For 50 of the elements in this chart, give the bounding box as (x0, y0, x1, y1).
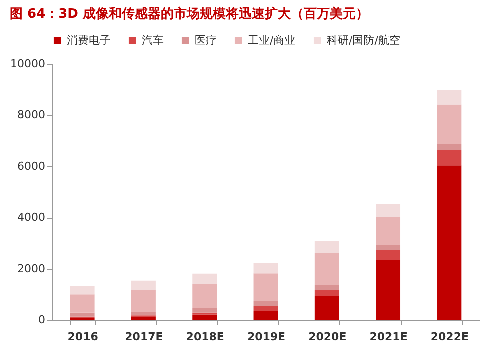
legend-label: 科研/国防/航空 (327, 34, 400, 47)
y-tick-label: 2000 (18, 262, 46, 276)
bar (376, 260, 401, 320)
legend-label: 医疗 (195, 34, 217, 47)
y-tick-label: 10000 (10, 58, 46, 70)
bar (437, 150, 462, 166)
bar (314, 290, 340, 296)
bar (376, 204, 401, 218)
bar (437, 90, 462, 105)
bar (254, 274, 278, 302)
bar (314, 296, 340, 320)
bar (314, 241, 340, 254)
bar (314, 253, 340, 286)
legend-label: 工业/商业 (248, 34, 296, 47)
x-tick-label: 2016 (68, 330, 99, 344)
bar (437, 104, 462, 144)
legend-label: 消费电子 (67, 34, 111, 47)
bar (131, 312, 156, 316)
x-tick-label: 2018E (186, 330, 224, 344)
bar (192, 274, 218, 284)
legend-label: 汽车 (142, 34, 164, 47)
bar (254, 301, 278, 306)
bar (437, 144, 462, 151)
y-tick-label: 4000 (18, 211, 46, 224)
x-tick-label: 2020E (308, 330, 347, 344)
bar (131, 290, 156, 312)
bar (437, 166, 462, 320)
bar (131, 317, 156, 320)
bar (70, 294, 95, 313)
bar (254, 306, 278, 312)
x-tick-label: 2017E (125, 330, 164, 344)
bar (192, 314, 218, 320)
bar (131, 280, 156, 290)
bar (314, 285, 340, 290)
x-tick-label: 2022E (430, 330, 469, 344)
bar (376, 250, 401, 260)
bar (254, 263, 278, 274)
chart-title: 图 64：3D 成像和传感器的市场规模将迅速扩大（百万美元） (10, 6, 369, 22)
bar (192, 284, 218, 308)
bar (376, 245, 401, 250)
bar (70, 286, 95, 295)
bar (192, 308, 218, 313)
bar (70, 312, 95, 317)
bar (254, 311, 278, 320)
bar (376, 217, 401, 246)
y-tick-label: 8000 (18, 108, 46, 122)
y-tick-label: 6000 (18, 160, 46, 173)
y-tick-label: 0 (38, 314, 46, 326)
x-tick-label: 2021E (370, 330, 408, 344)
x-tick-label: 2019E (247, 330, 286, 344)
